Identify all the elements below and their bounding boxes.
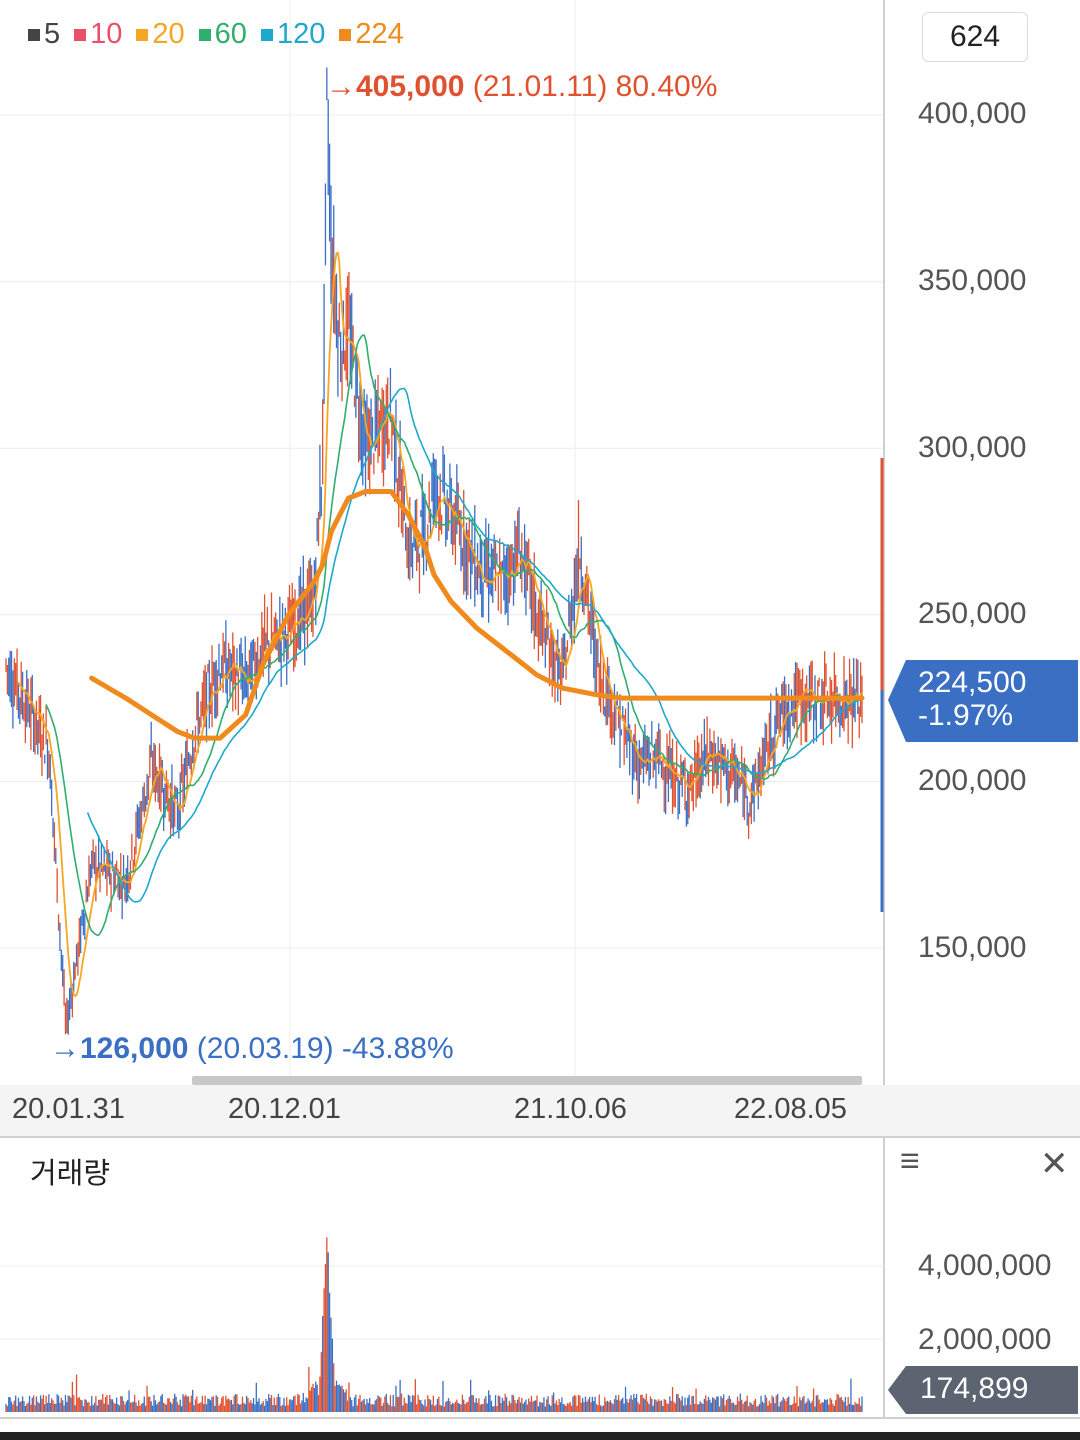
close-icon[interactable]: ✕ <box>1040 1145 1069 1183</box>
chart-scrollbar[interactable] <box>192 1076 862 1085</box>
high-price: 405,000 <box>356 70 465 103</box>
current-volume-tag <box>888 1366 1078 1414</box>
current-volume-label: 174,899 <box>920 1372 1029 1405</box>
price-grid <box>0 0 884 1085</box>
low-date: (20.03.19) <box>196 1032 334 1065</box>
price-tick-250000: 250,000 <box>918 597 1027 630</box>
legend-item-20[interactable]: 20 <box>136 18 185 51</box>
current-price-label: 224,500 -1.97% <box>918 666 1026 732</box>
price-tick-400000: 400,000 <box>918 97 1027 130</box>
price-tick-200000: 200,000 <box>918 764 1027 797</box>
price-tick-350000: 350,000 <box>918 264 1027 297</box>
ma-120-line <box>86 387 863 903</box>
ma-224-line <box>89 489 865 741</box>
date-axis-band <box>0 1085 1080 1136</box>
volume-grid <box>0 1265 884 1340</box>
legend-label: 5 <box>44 18 61 50</box>
legend-label: 20 <box>152 18 185 50</box>
date-tick-4: 22.08.05 <box>734 1093 847 1125</box>
price-tick-300000: 300,000 <box>918 431 1027 464</box>
menu-icon[interactable]: ≡ <box>900 1142 920 1180</box>
legend-swatch-icon <box>136 28 149 41</box>
legend-item-60[interactable]: 60 <box>198 18 247 51</box>
high-change: 80.40% <box>615 70 718 103</box>
high-annotation: →405,000 (21.01.11) 80.40% <box>326 70 717 104</box>
legend-swatch-icon <box>74 28 87 41</box>
low-change: -43.88% <box>341 1032 454 1065</box>
date-tick-3: 21.10.06 <box>514 1093 627 1125</box>
volume-tick-4000000: 4,000,000 <box>918 1249 1052 1282</box>
legend-item-224[interactable]: 224 <box>339 18 404 51</box>
moving-average-lines <box>17 251 865 998</box>
legend-label: 60 <box>214 18 247 50</box>
current-price-value: 224,500 <box>918 666 1027 699</box>
legend-label: 10 <box>90 18 123 50</box>
low-price: 126,000 <box>80 1032 189 1065</box>
legend-swatch-icon <box>28 28 40 41</box>
ma-60-line <box>45 334 863 937</box>
volume-bars <box>5 1237 863 1412</box>
high-date: (21.01.11) <box>472 70 608 103</box>
current-price-change: -1.97% <box>918 699 1014 732</box>
candle-count-badge[interactable]: 624 <box>922 12 1028 62</box>
high-arrow-icon: → <box>326 70 356 103</box>
low-annotation: →126,000 (20.03.19) -43.88% <box>50 1032 454 1066</box>
legend-swatch-icon <box>198 28 211 41</box>
legend-item-10[interactable]: 10 <box>74 18 122 51</box>
date-tick-1: 20.01.31 <box>12 1093 125 1125</box>
price-tick-150000: 150,000 <box>918 931 1027 964</box>
low-arrow-icon: → <box>50 1032 80 1065</box>
legend-label: 224 <box>355 18 404 50</box>
volume-tick-2000000: 2,000,000 <box>918 1323 1052 1356</box>
legend-item-120[interactable]: 120 <box>260 18 326 51</box>
candlesticks <box>5 67 863 1035</box>
date-tick-2: 20.12.01 <box>228 1093 341 1125</box>
bottom-bar <box>0 1432 1080 1440</box>
ma-legend: 5 10 20 60 120 224 <box>28 18 404 51</box>
legend-swatch-icon <box>260 28 273 41</box>
volume-panel-title: 거래량 <box>30 1158 111 1190</box>
current-price-tag <box>888 660 1078 742</box>
legend-item-5[interactable]: 5 <box>28 18 60 51</box>
ma-20-line <box>17 251 863 998</box>
legend-label: 120 <box>276 18 326 50</box>
legend-swatch-icon <box>339 28 352 41</box>
